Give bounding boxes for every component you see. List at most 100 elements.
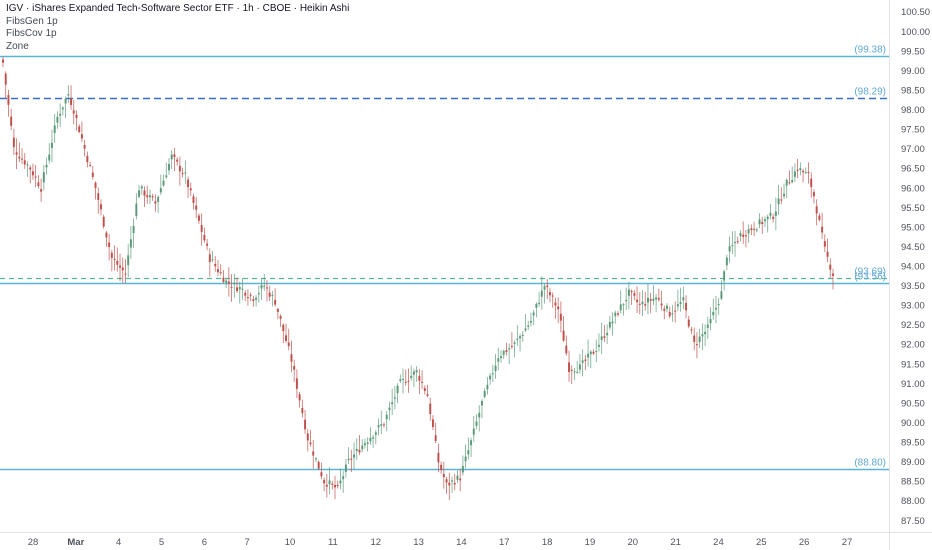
candle-body	[347, 458, 350, 461]
candle-body	[502, 351, 505, 355]
candle-body	[383, 424, 385, 426]
candle-body	[519, 336, 522, 339]
candle-body	[546, 285, 549, 288]
candle-body	[388, 407, 391, 411]
candle-body	[121, 267, 124, 271]
candle-body	[372, 437, 375, 439]
candle-body	[358, 449, 361, 453]
indicator-fibsgen[interactable]: FibsGen 1p	[6, 15, 58, 27]
candle-body	[146, 195, 149, 198]
symbol-title[interactable]: IGV · iShares Expanded Tech-Software Sec…	[6, 3, 350, 14]
candle-body	[646, 297, 649, 303]
candle-body	[538, 302, 541, 305]
candle-body	[10, 116, 13, 126]
candle-body	[276, 308, 279, 312]
candle-body	[527, 325, 530, 327]
candle-body	[437, 452, 440, 463]
y-tick-label: 89.00	[901, 457, 925, 468]
candle-body	[565, 345, 568, 354]
candle-body	[758, 219, 761, 225]
candle-body	[143, 190, 146, 196]
candle-body	[532, 312, 535, 316]
candle-body	[399, 379, 402, 381]
candle-body	[75, 114, 78, 118]
candle-body	[617, 313, 619, 315]
candle-body	[56, 116, 59, 123]
time-axis[interactable]: 28 Mar 4 5 6 7 10 11 12 13 14 17 18 19 20 21 24 25 26 27	[28, 537, 853, 548]
candle-body	[467, 450, 470, 455]
candle-body	[606, 332, 609, 336]
level-labels: (99.38) (98.29) (93.69)(93.56) (88.80)	[854, 45, 886, 469]
candle-body	[715, 307, 717, 310]
candle-body	[268, 292, 271, 297]
candle-body	[459, 478, 462, 481]
y-tick-label: 91.50	[901, 359, 925, 370]
fib-level-label: (99.38)	[854, 45, 886, 56]
candle-body	[793, 171, 796, 177]
candle-body	[739, 233, 742, 237]
candle-body	[608, 321, 611, 328]
candle-body	[614, 312, 617, 317]
candle-body	[396, 385, 399, 394]
candle-body	[510, 345, 513, 347]
candle-body	[246, 297, 249, 299]
price-axis[interactable]: 87.50 88.00 88.50 89.00 89.50 90.00 90.50 91.00…	[901, 7, 930, 527]
candle-body	[478, 412, 481, 418]
x-tick-label: 24	[713, 537, 724, 548]
y-tick-label: 94.00	[901, 262, 925, 273]
candle-body	[331, 483, 334, 485]
candle-body	[611, 321, 614, 324]
candle-body	[655, 297, 658, 300]
candle-body	[657, 297, 660, 300]
chart-legend: IGV · iShares Expanded Tech-Software Sec…	[6, 3, 349, 53]
indicator-fibscov[interactable]: FibsCov 1p	[6, 28, 57, 39]
candle-body	[731, 245, 734, 247]
candle-body	[249, 294, 252, 296]
candle-body	[603, 336, 606, 338]
indicator-zone[interactable]: Zone	[6, 40, 29, 52]
candle-body	[500, 356, 502, 359]
candles	[2, 56, 834, 500]
y-tick-label: 96.00	[901, 183, 925, 194]
candle-body	[227, 281, 230, 284]
candle-body	[638, 303, 641, 305]
candle-body	[91, 172, 94, 177]
candle-body	[197, 215, 200, 221]
y-tick-label: 94.50	[901, 242, 925, 253]
fib-level-label: (93.69)	[854, 267, 886, 278]
candle-body	[391, 402, 394, 405]
candle-body	[72, 110, 75, 114]
candle-body	[407, 380, 410, 382]
candle-body	[578, 364, 581, 370]
candle-body	[720, 291, 723, 299]
y-tick-label: 90.00	[901, 418, 925, 429]
candle-body	[685, 302, 688, 311]
candle-body	[135, 203, 138, 216]
candle-body	[742, 234, 745, 237]
candle-body	[366, 442, 369, 444]
candle-body	[233, 282, 236, 285]
candle-body	[475, 421, 478, 426]
candle-body	[195, 205, 198, 210]
candle-body	[505, 350, 508, 353]
y-tick-label: 95.00	[901, 222, 925, 233]
x-tick-label: 4	[116, 537, 121, 548]
candle-body	[497, 358, 500, 362]
candle-body	[426, 394, 429, 396]
candle-body	[812, 192, 815, 197]
candle-body	[690, 329, 693, 331]
candle-body	[301, 407, 304, 414]
y-tick-label: 97.50	[901, 125, 925, 136]
candle-body	[31, 171, 34, 176]
candle-body	[162, 180, 165, 186]
candle-body	[706, 324, 709, 328]
candle-body	[110, 252, 113, 258]
candle-body	[236, 287, 239, 291]
candle-body	[323, 479, 326, 484]
candle-body	[734, 242, 737, 244]
candle-body	[687, 319, 690, 327]
candle-body	[570, 369, 573, 371]
candle-body	[320, 472, 323, 477]
candle-body	[257, 293, 260, 295]
